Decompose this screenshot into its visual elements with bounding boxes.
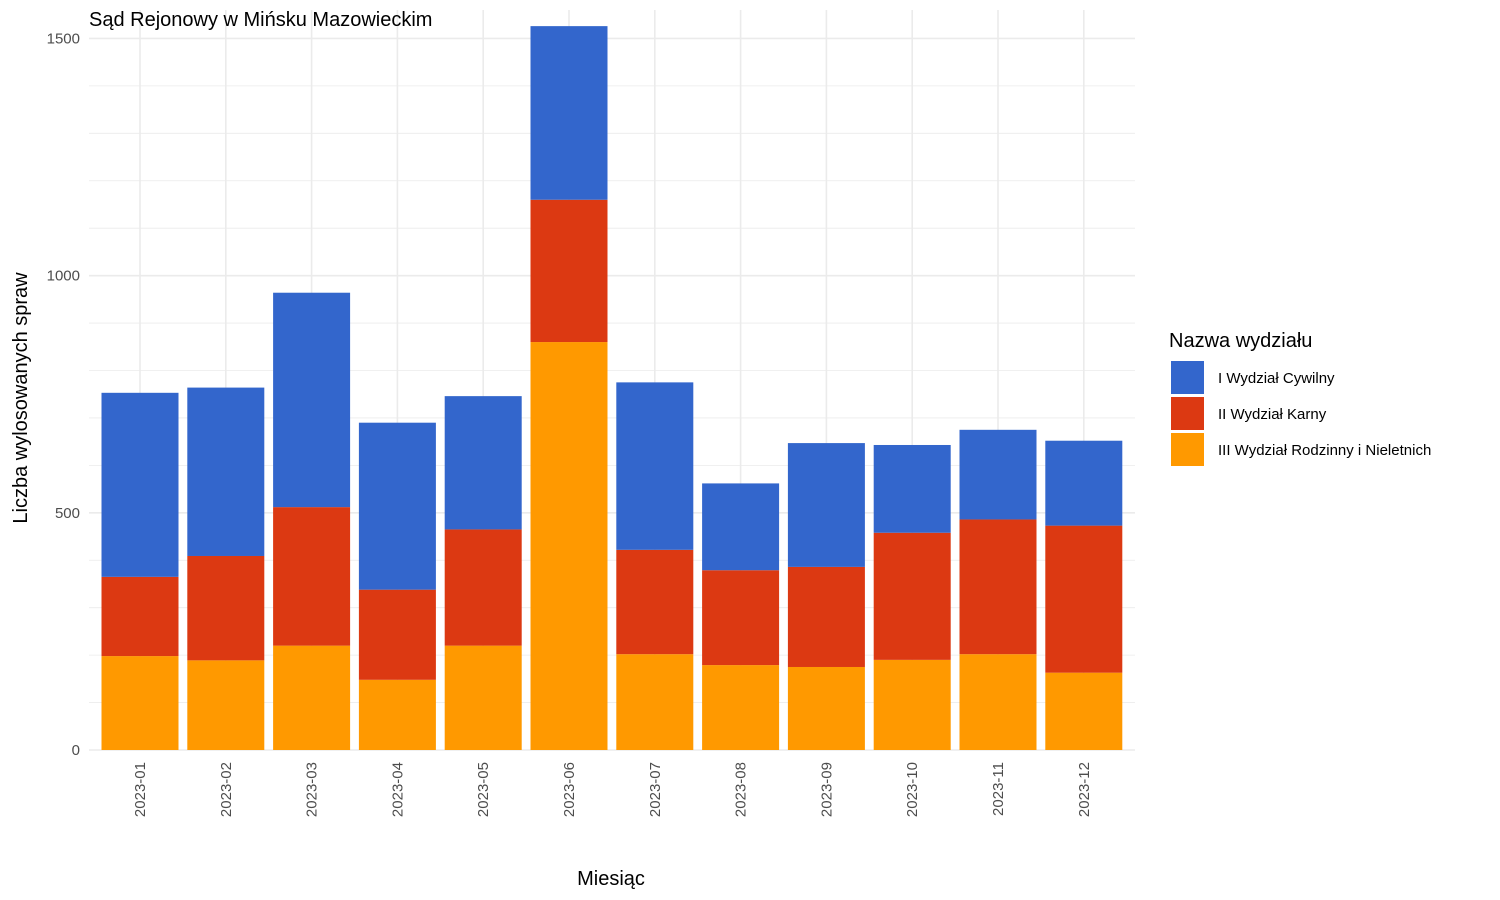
bar-segment-2023-01-series-1 [101,576,179,657]
bar-segment-2023-03-series-2 [273,292,351,508]
legend-items: I Wydział Cywilny II Wydział Karny III Wyd… [1171,361,1431,466]
x-tick-label: 2023-10 [904,762,921,817]
x-tick-label: 2023-12 [1076,762,1093,817]
x-axis-title: Miesiąc [577,868,645,890]
x-tick-label: 2023-09 [818,762,835,817]
bar-segment-2023-11-series-1 [959,519,1037,655]
y-tick-label: 0 [72,742,80,759]
bar-segment-2023-12-series-1 [1045,525,1123,673]
bar-segment-2023-11-series-2 [959,429,1037,520]
bar-segment-2023-08-series-2 [702,483,780,571]
bar-segment-2023-08-series-1 [702,570,780,666]
bar-segment-2023-10-series-2 [873,444,951,533]
x-tick-label: 2023-04 [389,762,406,817]
legend-swatch [1171,361,1204,394]
bar-segment-2023-06-series-1 [530,199,608,343]
legend-label: III Wydział Rodzinny i Nieletnich [1218,442,1431,459]
bar-segment-2023-09-series-0 [787,666,865,750]
bar-segment-2023-02-series-2 [187,387,265,556]
x-tick-label: 2023-01 [132,762,149,817]
x-tick-label: 2023-06 [561,762,578,817]
bar-segment-2023-11-series-0 [959,654,1037,750]
bar-segment-2023-12-series-0 [1045,672,1123,750]
legend-item: II Wydział Karny [1171,397,1327,430]
bar-segment-2023-12-series-2 [1045,440,1123,526]
bar-segment-2023-02-series-0 [187,660,265,750]
y-tick-label: 1000 [47,268,80,285]
bar-segment-2023-03-series-0 [273,645,351,750]
x-tick-label: 2023-03 [304,762,321,817]
bar-segment-2023-04-series-0 [358,679,436,750]
legend: Nazwa wydziału I Wydział Cywilny II Wydzi… [1169,330,1431,466]
y-tick-labels: 0 500 1000 1500 [47,30,80,759]
bar-segment-2023-07-series-0 [616,654,694,750]
bar-segment-2023-04-series-1 [358,589,436,680]
bars [101,26,1123,750]
y-axis-title: Liczba wylosowanych spraw [10,272,32,524]
legend-swatch [1171,433,1204,466]
bar-segment-2023-06-series-2 [530,26,608,200]
bar-segment-2023-03-series-1 [273,507,351,646]
bar-segment-2023-07-series-1 [616,549,694,655]
bar-segment-2023-05-series-1 [444,529,522,646]
x-tick-label: 2023-11 [990,762,1007,816]
legend-label: I Wydział Cywilny [1218,370,1335,387]
bar-segment-2023-09-series-2 [787,443,865,567]
bar-segment-2023-06-series-0 [530,342,608,750]
bar-segment-2023-10-series-1 [873,532,951,660]
bar-segment-2023-02-series-1 [187,555,265,661]
bar-segment-2023-01-series-0 [101,656,179,750]
legend-item: I Wydział Cywilny [1171,361,1335,394]
y-tick-label: 500 [55,505,80,522]
bar-segment-2023-10-series-0 [873,659,951,750]
x-tick-label: 2023-05 [475,762,492,817]
legend-item: III Wydział Rodzinny i Nieletnich [1171,433,1431,466]
x-tick-label: 2023-02 [218,762,235,817]
legend-swatch [1171,397,1204,430]
bar-segment-2023-01-series-2 [101,392,179,577]
legend-label: II Wydział Karny [1218,406,1327,423]
x-tick-labels: 2023-01 2023-02 2023-03 2023-04 2023-05 2023-… [132,762,1093,817]
x-tick-label: 2023-07 [647,762,664,817]
bar-segment-2023-09-series-1 [787,566,865,667]
bar-segment-2023-05-series-2 [444,396,522,530]
y-tick-label: 1500 [47,30,80,47]
bar-segment-2023-08-series-0 [702,665,780,750]
legend-title: Nazwa wydziału [1169,330,1312,352]
bar-segment-2023-07-series-2 [616,382,694,550]
bar-segment-2023-04-series-2 [358,422,436,590]
chart-title: Sąd Rejonowy w Mińsku Mazowieckim [89,9,432,31]
x-tick-label: 2023-08 [733,762,750,817]
bar-segment-2023-05-series-0 [444,645,522,750]
